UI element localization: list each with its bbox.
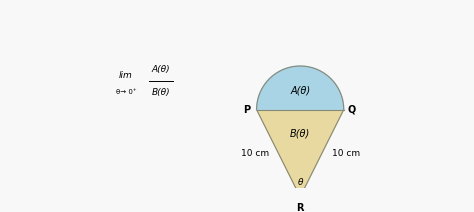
Polygon shape xyxy=(256,110,344,197)
Text: A(θ): A(θ) xyxy=(152,65,170,74)
Text: lim: lim xyxy=(119,71,133,80)
Text: θ→ 0⁺: θ→ 0⁺ xyxy=(116,89,136,95)
Text: B(θ): B(θ) xyxy=(290,128,310,139)
Text: 10 cm: 10 cm xyxy=(331,149,360,158)
Text: P: P xyxy=(243,105,250,115)
Text: B(θ): B(θ) xyxy=(152,88,170,97)
Text: θ: θ xyxy=(297,178,303,187)
Text: Q: Q xyxy=(347,105,356,115)
Text: R: R xyxy=(296,203,304,212)
Polygon shape xyxy=(256,66,344,110)
Text: A(θ): A(θ) xyxy=(290,85,310,95)
Text: 10 cm: 10 cm xyxy=(241,149,269,158)
